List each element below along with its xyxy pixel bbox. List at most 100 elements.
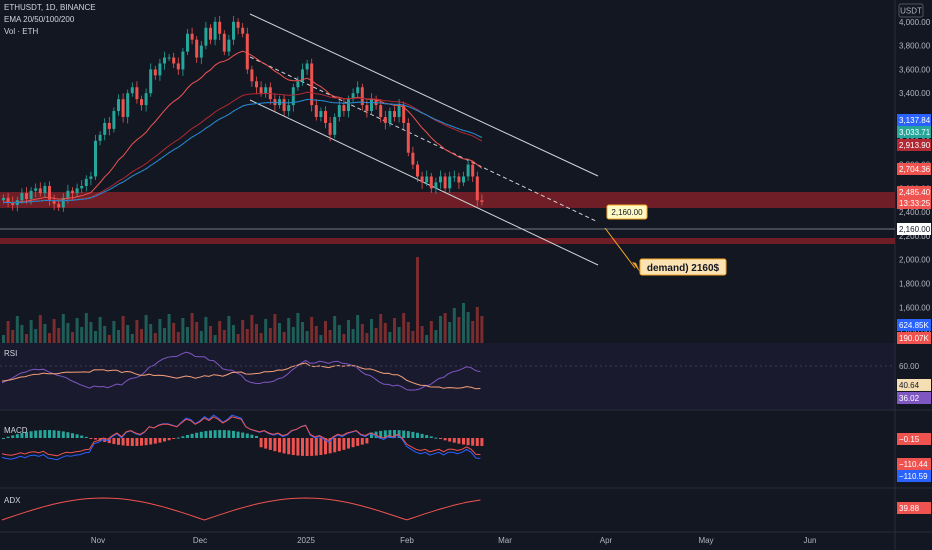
candle-body (310, 63, 314, 106)
volume-bar (420, 326, 424, 343)
time-tick-label: Nov (91, 536, 105, 545)
macd-histogram-bar (167, 438, 171, 441)
macd-histogram-bar (34, 430, 38, 438)
candle-body (140, 99, 143, 106)
macd-tag (897, 470, 931, 482)
volume-bar (287, 318, 291, 343)
candle-body (20, 193, 24, 201)
demand-callout-text: demand) 2160$ (647, 263, 720, 274)
candle-body (416, 164, 419, 177)
volume-bar (6, 321, 10, 343)
candle-body (144, 93, 148, 106)
volume-bar (66, 323, 70, 343)
macd-histogram-bar (126, 438, 130, 446)
candle-body (333, 117, 337, 135)
price-tag-label: 2,913.90 (899, 141, 931, 150)
volume-bar (273, 314, 277, 343)
volume-bar (342, 334, 346, 343)
volume-bar (218, 321, 222, 343)
macd-histogram-bar (112, 438, 116, 445)
candle-body (250, 69, 254, 82)
macd-histogram-bar (268, 438, 272, 450)
candle-body (425, 176, 429, 183)
volume-bar (241, 320, 245, 343)
macd-histogram-bar (140, 438, 143, 446)
macd-tag (897, 433, 931, 445)
macd-histogram-bar (448, 438, 452, 442)
volume-bar (402, 313, 406, 343)
macd-histogram-bar (475, 438, 479, 446)
volume-bar (411, 331, 415, 343)
candle-body (204, 27, 208, 46)
macd-histogram-bar (462, 438, 465, 445)
currency-label: USDT (900, 7, 922, 16)
macd-histogram-bar (425, 435, 429, 438)
macd-histogram-bar (278, 438, 281, 453)
volume-bar (121, 316, 125, 343)
volume-bar (236, 334, 240, 343)
price-tick-label: 1,400.00 (899, 327, 931, 336)
rsi-line (1, 351, 481, 391)
volume-bar (34, 329, 38, 343)
macd-histogram-bar (259, 438, 263, 448)
volume-bar (471, 321, 475, 343)
volume-bar (20, 325, 24, 343)
volume-bar (448, 322, 452, 343)
demand-callout-box[interactable] (639, 258, 727, 276)
candle-body (443, 176, 447, 189)
macd-histogram-bar (186, 435, 189, 438)
macd-histogram-bar (20, 433, 24, 438)
candle-body (195, 39, 199, 58)
candle-body (213, 21, 217, 40)
candle-body (429, 176, 433, 189)
macd-histogram-bar (181, 436, 185, 438)
candle-body (57, 203, 61, 208)
candle-body (66, 190, 70, 198)
price-tag (897, 163, 931, 175)
candles-group (2, 15, 484, 212)
level-callout-box[interactable] (606, 204, 648, 220)
volume-bar (393, 318, 396, 343)
candle-body (420, 176, 424, 183)
channel-lower-line[interactable] (249, 99, 599, 266)
candle-body (337, 105, 341, 117)
candle-body (360, 87, 364, 106)
volume-bar (130, 334, 134, 343)
volume-bar (457, 317, 461, 343)
price-tag-label: 624.85K (899, 321, 929, 330)
volume-bar (213, 335, 217, 343)
symbol-title: ETHUSDT, 1D, BINANCE (4, 3, 96, 12)
adx-title: ADX (4, 496, 21, 505)
candle-body (34, 188, 38, 191)
currency-badge[interactable] (898, 3, 924, 18)
candle-body (190, 33, 194, 40)
volume-bar (43, 324, 47, 343)
macd-histogram-bar (172, 438, 176, 439)
ema200-line (3, 98, 483, 204)
volume-bar (301, 322, 304, 343)
volume-bar (149, 324, 153, 343)
volume-bar (181, 318, 185, 343)
channel-upper-line[interactable] (249, 13, 599, 177)
volume-bar (429, 321, 433, 343)
channel-mid-line[interactable] (249, 56, 599, 223)
volume-bar (264, 319, 268, 343)
volume-bar (15, 316, 19, 343)
volume-bar (356, 315, 360, 343)
macd-histogram-bar (121, 438, 125, 446)
volume-bar (61, 314, 65, 343)
price-tag (897, 114, 931, 126)
candle-body (43, 185, 47, 194)
volume-bars-group (2, 257, 484, 343)
price-tick-label: 3,400.00 (899, 89, 931, 98)
price-tick-label: 4,000.00 (899, 18, 931, 27)
candle-body (84, 178, 88, 186)
macd-histogram-bar (190, 433, 194, 438)
volume-bar (365, 333, 369, 343)
rsi-tag-label: 36.02 (899, 394, 920, 403)
volume-bar (112, 321, 116, 343)
price-tick-label: 3,800.00 (899, 42, 931, 51)
volume-bar (255, 324, 258, 343)
candle-body (301, 69, 304, 82)
